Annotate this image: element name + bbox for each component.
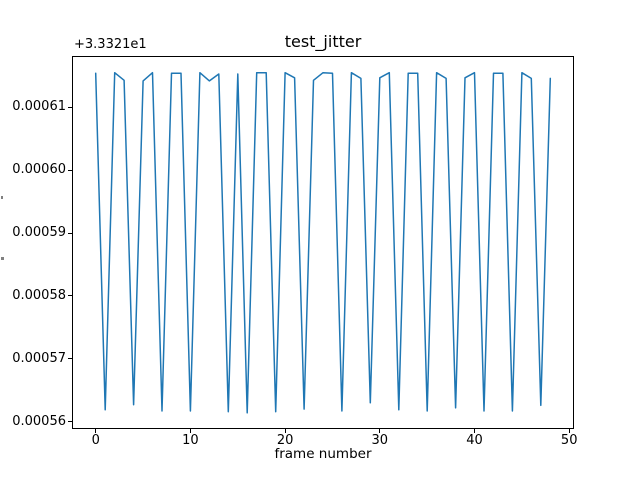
x-tick-mark	[189, 429, 191, 433]
x-tick-mark	[379, 429, 381, 433]
clipped-ylabel-fragment	[1, 257, 4, 260]
x-tick-label: 0	[91, 433, 100, 448]
plot-area	[72, 56, 574, 429]
x-axis-label: frame number	[274, 446, 372, 462]
y-tick-label: 0.00057	[12, 350, 66, 366]
x-tick-mark	[95, 429, 97, 433]
y-tick-mark	[68, 232, 72, 234]
line-plot-svg	[94, 71, 552, 414]
y-tick-mark	[68, 295, 72, 297]
chart-title: test_jitter	[284, 32, 362, 51]
y-tick-mark	[68, 169, 72, 171]
y-tick-label: 0.00059	[12, 225, 66, 241]
y-tick-label: 0.00056	[12, 413, 66, 429]
x-tick-label: 30	[371, 433, 389, 448]
y-tick-label: 0.00058	[12, 287, 66, 303]
x-tick-mark	[284, 429, 286, 433]
x-tick-label: 10	[182, 433, 199, 448]
clipped-ylabel-fragment	[1, 196, 3, 199]
y-tick-mark	[68, 358, 72, 360]
x-tick-mark	[474, 429, 475, 433]
x-tick-label: 20	[276, 433, 294, 448]
jitter-line	[94, 71, 552, 414]
x-tick-label: 50	[560, 433, 578, 448]
x-tick-label: 40	[466, 433, 483, 448]
y-tick-mark	[68, 421, 72, 423]
y-axis-offset-label: +3.3321e1	[74, 37, 147, 52]
y-tick-label: 0.00061	[12, 99, 66, 115]
y-tick-label: 0.00060	[12, 162, 66, 178]
y-tick-mark	[68, 106, 72, 108]
x-tick-mark	[568, 429, 570, 433]
